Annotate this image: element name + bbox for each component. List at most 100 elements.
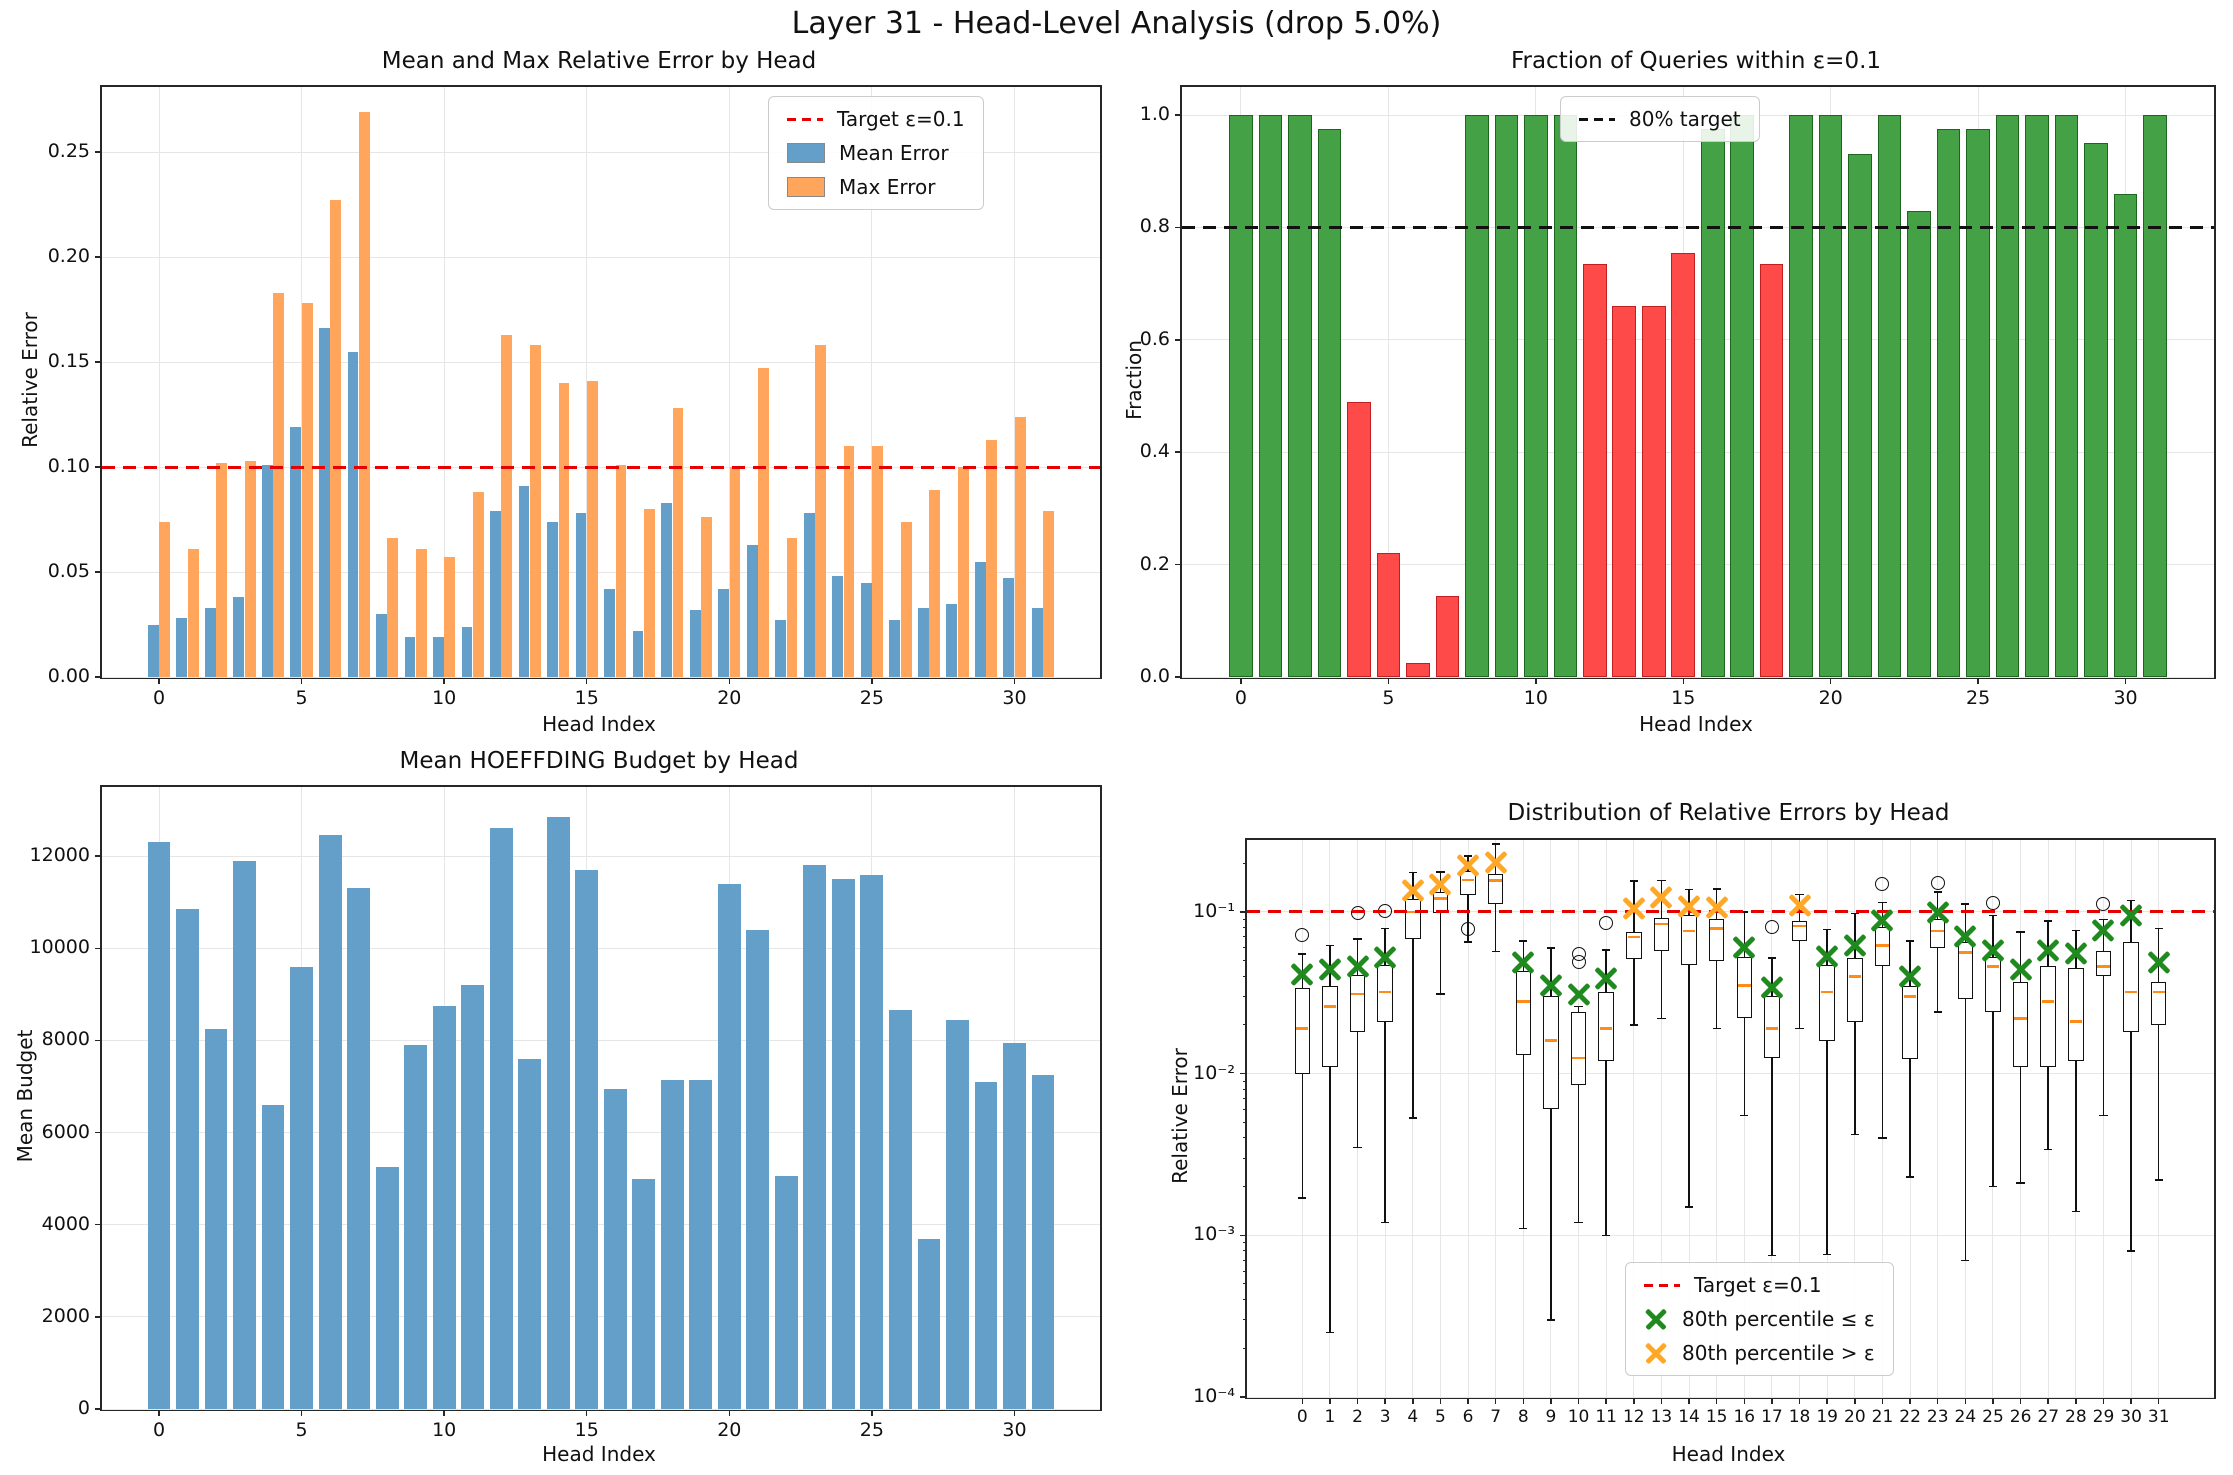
x-tick-mark — [443, 677, 445, 684]
x-tick-label: 25 — [1982, 1407, 2004, 1427]
boxplot-cap-bottom — [1602, 1234, 1611, 1237]
bar-mean-error — [290, 427, 302, 677]
bar-mean-budget — [318, 835, 342, 1409]
bar-fraction-pass — [1995, 115, 2020, 677]
y-minor-tick-mark — [1243, 1098, 1247, 1100]
bar-mean-budget — [660, 1079, 684, 1409]
boxplot-median — [1738, 984, 1751, 987]
bar-mean-budget — [432, 1005, 456, 1409]
y-tick-mark — [95, 1039, 102, 1042]
boxplot-cap-top — [1988, 914, 1998, 917]
y-tick-mark — [95, 151, 102, 153]
grid-line-horizontal — [102, 361, 1100, 363]
marker-80th-gt-epsilon — [1427, 871, 1453, 897]
fraction-chart-xlabel: Head Index — [1639, 712, 1753, 736]
y-tick-mark — [95, 1408, 102, 1410]
grid-line-vertical — [2102, 840, 2104, 1397]
legend-entry: Target ε=0.1 — [1644, 1273, 1875, 1297]
grid-line-vertical — [871, 87, 873, 677]
bar-mean-error — [1031, 607, 1043, 677]
fraction-chart-legend: 80% target — [1560, 96, 1760, 142]
boxplot-outlier — [1599, 915, 1614, 930]
y-minor-tick-mark — [1243, 1088, 1247, 1090]
x-tick-label: 6 — [1462, 1407, 1474, 1427]
marker-80th-le-epsilon — [1566, 981, 1592, 1007]
bar-fraction-pass — [2113, 193, 2138, 677]
x-tick-mark — [2047, 1397, 2049, 1404]
x-tick-mark — [2124, 677, 2127, 684]
boxplot-cap-bottom — [1795, 1027, 1804, 1030]
x-tick-label: 28 — [2065, 1407, 2087, 1427]
legend-label: 80th percentile ≤ ε — [1682, 1307, 1875, 1331]
x-tick-mark — [871, 1409, 873, 1416]
boxplot-cap-top — [2099, 918, 2108, 921]
y-minor-tick-mark — [1243, 1137, 1247, 1139]
x-tick-mark — [1798, 1397, 1801, 1404]
grid-line-vertical — [443, 87, 445, 677]
bar-fraction-pass — [2143, 115, 2167, 677]
boxplot-cap-top — [2044, 920, 2053, 922]
bar-mean-budget — [860, 874, 884, 1409]
boxplot-outlier — [1571, 946, 1586, 961]
x-tick-mark — [1467, 1397, 1469, 1404]
error-chart-title: Mean and Max Relative Error by Head — [381, 48, 817, 74]
bar-max-error — [358, 112, 370, 677]
x-tick-mark — [1992, 1397, 1994, 1404]
x-tick-mark — [158, 1409, 160, 1416]
budget-chart-xlabel: Head Index — [542, 1442, 656, 1466]
grid-line-vertical — [1467, 840, 1469, 1397]
bar-mean-error — [575, 513, 587, 677]
bar-mean-error — [832, 576, 844, 677]
boxplot-cap-top — [2016, 931, 2025, 933]
bar-mean-error — [889, 620, 901, 677]
y-tick-mark — [1175, 563, 1182, 566]
boxplot-whisker — [1384, 928, 1386, 1223]
boxplot-box — [1294, 987, 1310, 1074]
boxplot-cap-top — [1657, 879, 1666, 882]
x-tick-mark — [1577, 1397, 1580, 1404]
y-tick-label: 10000 — [29, 936, 90, 959]
bar-max-error — [529, 345, 541, 677]
x-tick-mark — [1013, 677, 1016, 684]
x-tick-mark — [1494, 1397, 1497, 1404]
bar-max-error — [1014, 416, 1026, 677]
x-tick-label: 20 — [717, 687, 742, 709]
boxplot-cap-bottom — [1629, 1024, 1638, 1026]
grid-line-horizontal — [102, 256, 1100, 258]
target-epsilon-line — [102, 465, 1100, 469]
boxplot-box — [1985, 956, 2001, 1013]
boxplot-median — [2069, 1020, 2083, 1023]
boxplot-box — [1377, 964, 1393, 1022]
boxplot-cap-bottom — [1767, 1254, 1777, 1257]
marker-80th-gt-epsilon — [1676, 894, 1702, 920]
boxplot-cap-bottom — [2099, 1114, 2108, 1117]
boxplot-whisker — [1356, 939, 1359, 1148]
grid-line-horizontal — [1182, 451, 2214, 453]
y-tick-mark — [95, 361, 102, 363]
bar-mean-budget — [546, 816, 570, 1409]
grid-line-horizontal — [102, 1039, 1100, 1041]
bar-max-error — [558, 383, 570, 677]
boxplot-median — [1599, 1027, 1613, 1030]
marker-80th-le-epsilon — [2146, 949, 2172, 975]
marker-80th-le-epsilon — [2035, 937, 2061, 963]
x-tick-label: 24 — [1954, 1407, 1977, 1427]
distribution-chart-legend: Target ε=0.1 80th percentile ≤ ε 80th pe… — [1625, 1262, 1894, 1376]
bar-mean-error — [946, 603, 958, 677]
grid-line-horizontal — [102, 1316, 1100, 1318]
grid-line-vertical — [158, 87, 160, 677]
boxplot-box — [1598, 991, 1614, 1061]
bar-max-error — [758, 368, 769, 677]
bar-fraction-fail — [1347, 401, 1371, 677]
y-minor-tick-mark — [1243, 927, 1247, 929]
x-tick-mark — [2075, 1397, 2077, 1404]
bar-mean-error — [204, 607, 216, 677]
bar-mean-error — [233, 597, 245, 677]
bar-mean-budget — [176, 909, 199, 1409]
boxplot-box — [1653, 917, 1670, 952]
y-tick-mark — [1175, 114, 1182, 116]
boxplot-median — [1848, 975, 1862, 978]
bar-max-error — [159, 521, 171, 677]
boxplot-box — [1819, 964, 1835, 1041]
x-tick-mark — [1771, 1397, 1773, 1404]
